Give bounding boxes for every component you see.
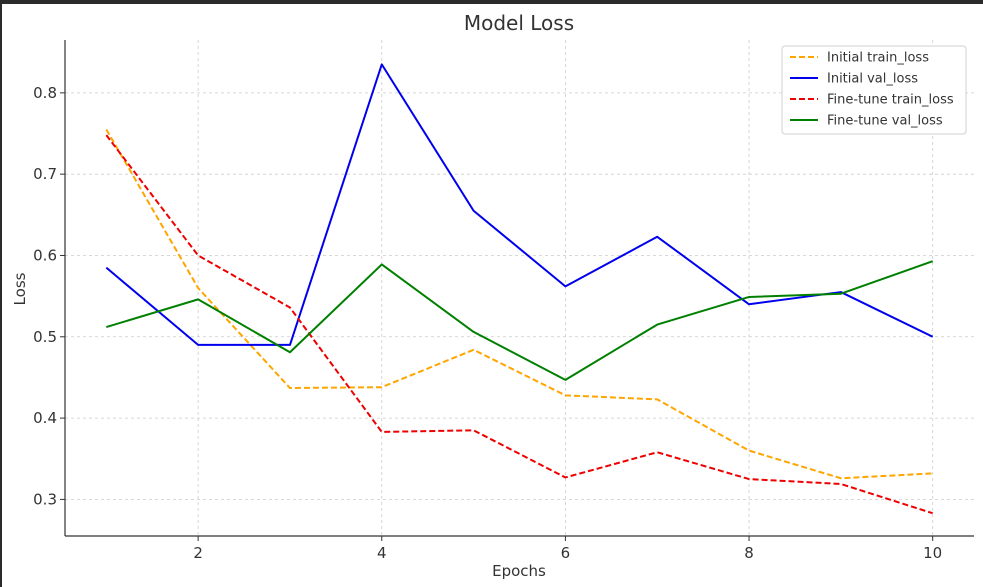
- y-tick-label: 0.4: [33, 409, 57, 427]
- series-lines: [105, 63, 934, 515]
- x-axis-label: Epochs: [492, 562, 546, 580]
- y-tick-label: 0.8: [33, 84, 57, 102]
- x-tick-label: 2: [193, 544, 203, 562]
- x-tick-label: 6: [561, 544, 571, 562]
- ticks: 2 4 6 8 10 0.3 0.4 0.5 0.6 0.7 0.8: [33, 84, 942, 562]
- legend-label: Initial train_loss: [827, 51, 929, 66]
- legend-label: Initial val_loss: [827, 72, 918, 87]
- series-line: [106, 260, 934, 381]
- x-tick-label: 10: [923, 544, 942, 562]
- y-axis-label: Loss: [11, 272, 29, 305]
- x-tick-label: 4: [377, 544, 387, 562]
- y-tick-label: 0.3: [33, 490, 57, 508]
- axes: [64, 40, 974, 537]
- x-tick-label: 8: [744, 544, 754, 562]
- legend-label: Fine-tune val_loss: [827, 114, 943, 129]
- y-tick-label: 0.6: [33, 246, 57, 264]
- legend-label: Fine-tune train_loss: [827, 93, 954, 108]
- series-line: [105, 134, 933, 515]
- series-line: [105, 128, 933, 480]
- legend: Initial train_loss Initial val_loss Fine-t…: [781, 45, 967, 135]
- chart-title: Model Loss: [464, 11, 574, 35]
- y-tick-label: 0.5: [33, 328, 57, 346]
- series-line: [105, 63, 934, 346]
- legend-box: [781, 45, 967, 135]
- y-tick-label: 0.7: [33, 165, 57, 183]
